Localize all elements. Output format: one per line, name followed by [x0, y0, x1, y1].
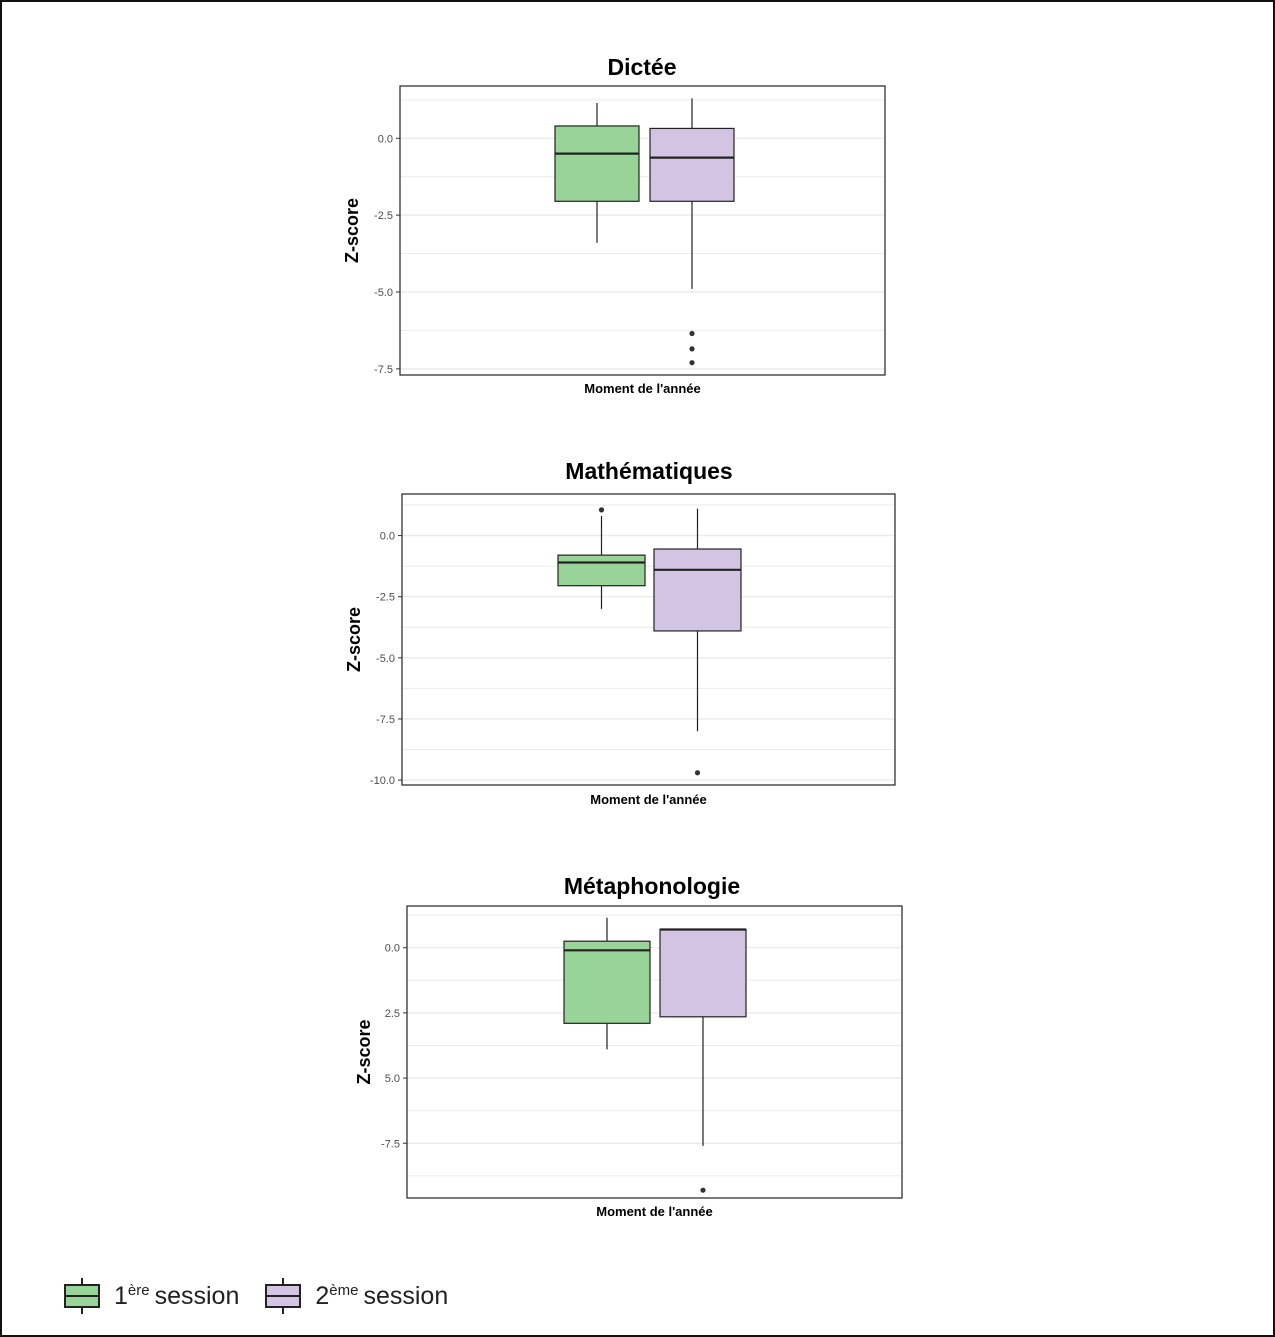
chart-panel-2: 0.0 -2.5 -5.0 -7.5 -10.0 Mathématiques Moment … [344, 458, 896, 807]
box-1 [563, 940, 651, 1024]
boxplot-figure: 0.0 -2.5 -5.0 -7.5 Dictée Moment de l'année Z-… [342, 54, 903, 1219]
chart-panel-3: 0.0 2.5 5.0 -7.5 Métaphonologie Moment de l'a… [354, 873, 903, 1219]
legend-item-session-1: 1 ère session [62, 1276, 239, 1316]
y-axis-label: Z-score [344, 607, 364, 672]
panel-border [406, 905, 903, 1199]
y-tick-label: 5.0 [385, 1073, 400, 1085]
y-tick-label: 0.0 [385, 943, 400, 955]
outlier-point [694, 770, 701, 776]
y-tick-label: -10.0 [370, 775, 395, 787]
y-tick-label: 2.5 [385, 1008, 400, 1020]
panel-border [401, 493, 896, 786]
legend-key-session-1 [64, 1278, 100, 1314]
y-tick-label: -7.5 [374, 364, 393, 376]
box-2 [653, 548, 742, 632]
chart-title: Métaphonologie [564, 873, 740, 899]
box-1 [554, 125, 640, 202]
y-tick-label: -7.5 [381, 1138, 400, 1150]
legend-number: 1 [114, 1281, 128, 1310]
y-tick-label: -5.0 [374, 287, 393, 299]
y-tick-label: 0.0 [378, 133, 393, 145]
chart-panel-1: 0.0 -2.5 -5.0 -7.5 Dictée Moment de l'année Z-… [342, 54, 886, 396]
legend-number: 2 [315, 1281, 330, 1310]
box-2 [649, 127, 735, 202]
chart-title: Mathématiques [565, 458, 732, 484]
legend-superscript: ère [127, 1281, 150, 1299]
x-axis-label: Moment de l'année [590, 792, 707, 807]
chart-title: Dictée [607, 54, 676, 80]
legend-word: session [154, 1281, 240, 1310]
outlier-point [689, 360, 695, 366]
panel-border [399, 85, 886, 376]
legend: 1 ère session 2 ème session [62, 1276, 472, 1316]
x-axis-label: Moment de l'année [596, 1204, 713, 1219]
y-tick-label: -2.5 [376, 592, 395, 604]
y-axis-label: Z-score [342, 198, 362, 263]
x-axis-label: Moment de l'année [584, 381, 701, 396]
legend-item-session-2: 2 ème session [263, 1276, 448, 1316]
legend-key-session-2 [265, 1278, 302, 1314]
outlier-point [700, 1187, 706, 1193]
box-2 [659, 928, 747, 1018]
y-tick-label: 0.0 [380, 531, 395, 543]
legend-label-session-1: 1 ère session [114, 1282, 239, 1311]
y-axis-label: Z-score [354, 1019, 374, 1084]
legend-superscript: ème [329, 1281, 359, 1299]
y-tick-label: -2.5 [374, 210, 393, 222]
y-tick-label: -5.0 [376, 653, 395, 665]
y-tick-label: -7.5 [376, 714, 395, 726]
outlier-point [689, 330, 695, 337]
legend-label-session-2: 2 ème session [315, 1282, 448, 1311]
outlier-point [689, 346, 695, 352]
box-1 [557, 554, 646, 587]
legend-word: session [363, 1281, 449, 1310]
outlier-point [598, 507, 605, 513]
